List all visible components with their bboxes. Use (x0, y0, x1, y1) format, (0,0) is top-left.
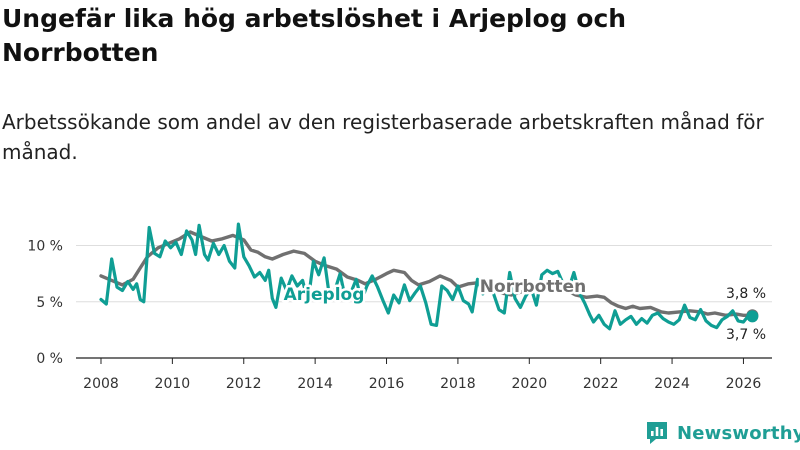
x-axis: 2008 2010 2012 2014 2016 2018 2020 2022 2024 2026 (76, 357, 772, 392)
end-value-label-arjeplog: 3,7 % (726, 327, 766, 343)
x-tick-label: 2008 (83, 376, 119, 392)
x-tick-label: 2026 (726, 376, 762, 392)
line-chart: 0 %5 %10 % 2008 2010 2012 2014 2016 2018 2020 2… (27, 222, 772, 392)
x-tick-label: 2018 (440, 376, 476, 392)
newsworthy-brand[interactable]: Newsworthy (645, 418, 800, 448)
x-tick-label: 2022 (583, 376, 619, 392)
y-tick-label: 0 % (36, 351, 63, 367)
series-line-arjeplog (99, 222, 754, 331)
end-value-label-norrbotten: 3,8 % (726, 286, 766, 302)
brand-name: Newsworthy (677, 422, 800, 444)
y-tick-label: 5 % (36, 295, 63, 311)
series-label-arjeplog: Arjeplog (284, 285, 365, 305)
series-label-norrbotten: Norrbotten (480, 277, 586, 297)
series-labels: Norrbotten Arjeplog 3,8 % 3,7 % (281, 275, 766, 344)
x-tick-label: 2012 (226, 376, 262, 392)
x-tick-label: 2014 (297, 376, 333, 392)
chart-subtitle: Arbetssökande som andel av den registerb… (2, 110, 764, 164)
series-lines (99, 222, 759, 331)
x-tick-label: 2010 (155, 376, 191, 392)
x-tick-label: 2020 (511, 376, 547, 392)
y-tick-label: 10 % (27, 239, 63, 255)
end-marker-arjeplog (746, 310, 759, 323)
x-tick-label: 2024 (654, 376, 690, 392)
newsworthy-logo-icon (647, 422, 667, 444)
series-line-norrbotten (99, 230, 755, 317)
chart-title: Ungefär lika hög arbetslöshet i Arjeplog… (2, 4, 627, 67)
x-tick-label: 2016 (369, 376, 405, 392)
